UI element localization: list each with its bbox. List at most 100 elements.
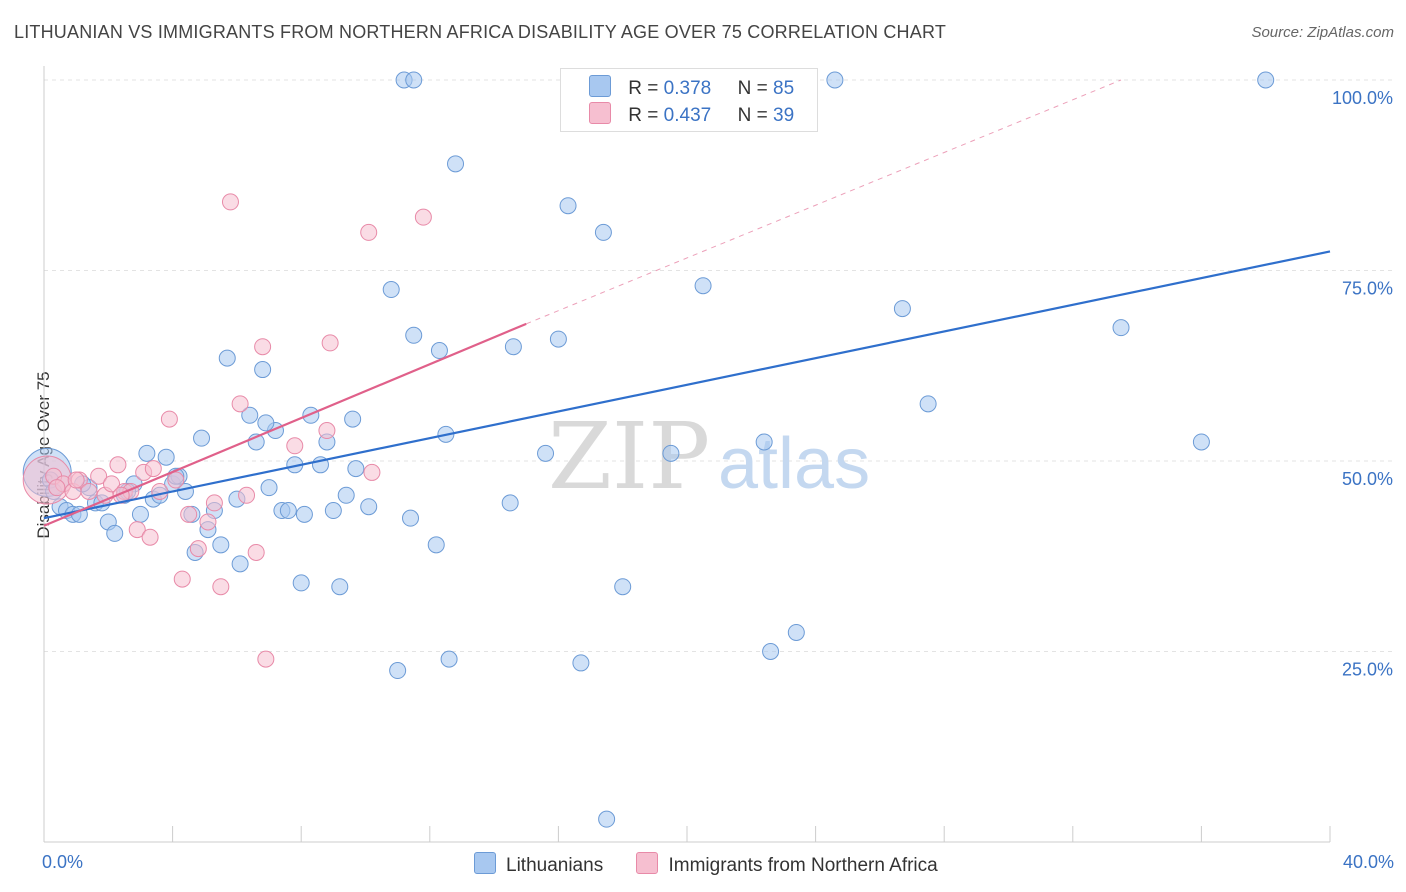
- data-point: [90, 467, 108, 485]
- watermark-zip: ZIP: [548, 403, 710, 510]
- data-point: [1112, 319, 1130, 337]
- y-tick-labels: 100.0% 75.0% 50.0% 25.0%: [1332, 88, 1393, 680]
- series-legend: Lithuanians Immigrants from Northern Afr…: [474, 852, 966, 877]
- series-swatch-blue: [474, 852, 496, 874]
- x-tick-label-max: 40.0%: [1342, 852, 1394, 872]
- data-point: [189, 540, 207, 558]
- data-point: [572, 654, 590, 672]
- data-point: [103, 475, 121, 493]
- data-point: [67, 471, 85, 489]
- data-point: [318, 422, 336, 440]
- data-point: [254, 338, 272, 356]
- series-swatch-pink: [636, 852, 659, 874]
- data-point: [138, 444, 156, 462]
- data-point: [1257, 71, 1275, 89]
- data-point: [504, 338, 522, 356]
- trend-line-extension: [526, 79, 1122, 325]
- watermark: ZIP atlas: [548, 403, 870, 510]
- data-point: [389, 662, 407, 680]
- data-point: [537, 444, 555, 462]
- data-point: [662, 444, 680, 462]
- data-point: [48, 479, 66, 497]
- legend-r-label: R =: [628, 78, 659, 99]
- legend-row-lithuanians: R = 0.378 N = 85: [589, 75, 794, 101]
- legend-swatch-blue: [589, 75, 611, 97]
- data-point: [231, 395, 249, 413]
- data-point: [231, 555, 249, 573]
- data-point: [405, 71, 423, 89]
- legend-n-value: 39: [773, 105, 795, 126]
- legend-n-value: 85: [773, 78, 795, 99]
- series-legend-label: Immigrants from Northern Africa: [668, 855, 938, 876]
- data-point: [218, 349, 236, 367]
- data-point: [221, 193, 239, 211]
- data-point: [247, 543, 265, 561]
- data-point: [199, 513, 217, 531]
- data-point: [257, 650, 275, 668]
- data-point: [344, 410, 362, 428]
- data-point: [501, 494, 519, 512]
- data-point: [405, 326, 423, 344]
- data-point: [363, 463, 381, 481]
- trend-lines: [43, 79, 1331, 527]
- data-point: [321, 334, 339, 352]
- data-point: [286, 437, 304, 455]
- data-point: [205, 494, 223, 512]
- data-point: [360, 498, 378, 516]
- data-point: [144, 460, 162, 478]
- series-immigrants-northern-africa: [22, 193, 432, 668]
- data-point: [157, 448, 175, 466]
- y-tick-label: 100.0%: [1332, 88, 1393, 108]
- data-point: [430, 342, 448, 360]
- legend-row-immigrants: R = 0.437 N = 39: [589, 102, 794, 128]
- data-point: [559, 197, 577, 215]
- data-point: [279, 502, 297, 520]
- data-point: [292, 574, 310, 592]
- trend-line: [43, 322, 527, 527]
- data-point: [347, 460, 365, 478]
- y-tick-label: 75.0%: [1342, 279, 1393, 299]
- data-point: [337, 486, 355, 504]
- data-point: [131, 505, 149, 523]
- data-point: [762, 643, 780, 660]
- data-point: [382, 281, 400, 299]
- y-tick-label: 25.0%: [1342, 660, 1393, 680]
- data-point: [295, 505, 313, 523]
- data-point: [427, 536, 445, 554]
- data-point: [80, 482, 98, 500]
- data-point: [447, 155, 465, 173]
- data-point: [238, 486, 256, 504]
- data-point: [598, 810, 616, 828]
- data-point: [141, 528, 159, 546]
- chart-source: Source: ZipAtlas.com: [1251, 24, 1394, 41]
- data-point: [440, 650, 458, 668]
- data-point: [109, 456, 127, 474]
- data-point: [241, 406, 259, 424]
- correlation-legend: R = 0.378 N = 85 R = 0.437 N = 39: [560, 68, 818, 132]
- data-point: [193, 429, 211, 447]
- data-point: [160, 410, 178, 428]
- data-point: [128, 521, 146, 539]
- data-point: [151, 482, 169, 500]
- data-point: [694, 277, 712, 295]
- data-point: [324, 502, 342, 520]
- data-point: [614, 578, 632, 596]
- data-point: [257, 414, 275, 432]
- legend-n-label: N =: [737, 78, 768, 99]
- series-legend-item-immigrants: Immigrants from Northern Africa: [636, 852, 938, 877]
- legend-r-label: R =: [628, 105, 659, 126]
- data-point: [826, 71, 844, 89]
- data-point: [755, 433, 773, 451]
- legend-n-label: N =: [737, 105, 768, 126]
- chart-title: LITHUANIAN VS IMMIGRANTS FROM NORTHERN A…: [14, 22, 947, 42]
- data-point: [254, 361, 272, 379]
- y-tick-label: 50.0%: [1342, 469, 1393, 489]
- data-point: [919, 395, 937, 413]
- x-tick-label-min: 0.0%: [42, 852, 84, 872]
- data-point: [260, 479, 278, 497]
- data-point: [331, 578, 349, 596]
- trend-line: [43, 250, 1331, 520]
- data-point: [787, 623, 805, 641]
- legend-r-value: 0.378: [663, 78, 712, 99]
